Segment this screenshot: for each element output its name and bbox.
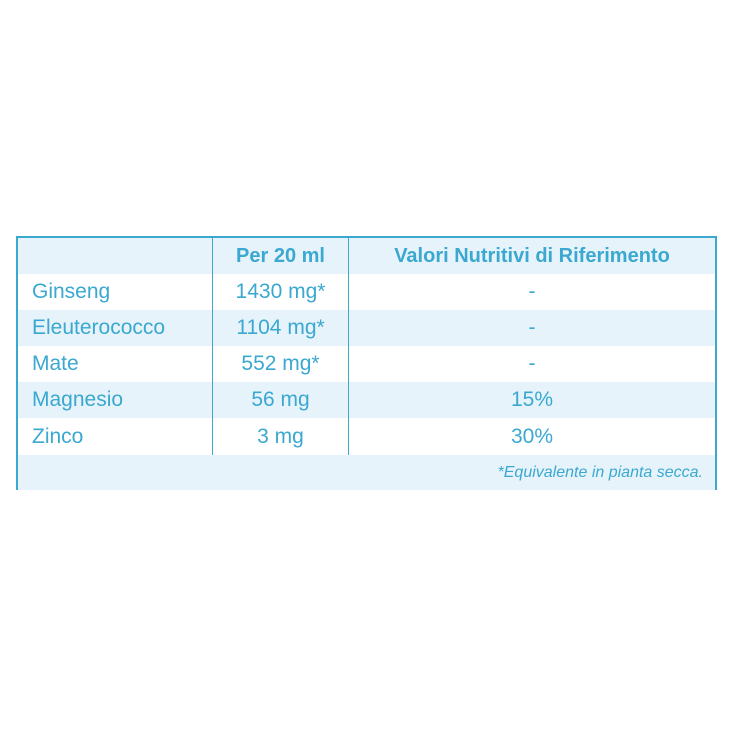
ingredient-reference: - <box>348 310 715 346</box>
ingredient-name: Mate <box>32 352 79 375</box>
ingredient-amount: 3 mg <box>212 418 348 455</box>
table-row: Eleuterococco 1104 mg* - <box>18 310 715 346</box>
footnote-text: *Equivalente in pianta secca. <box>497 463 703 481</box>
ingredient-amount: 1104 mg* <box>212 310 348 346</box>
ingredient-name: Zinco <box>32 424 84 448</box>
header-reference-values: Valori Nutritivi di Riferimento <box>348 238 715 274</box>
ingredient-reference: - <box>348 274 715 310</box>
header-empty-cell <box>18 238 212 274</box>
header-per-20ml: Per 20 ml <box>212 238 348 274</box>
ingredient-name: Magnesio <box>32 388 124 411</box>
table-header-row: Per 20 ml Valori Nutritivi di Riferiment… <box>18 238 715 274</box>
table-row: Mate 552 mg* - <box>18 346 715 382</box>
ingredient-name: Eleuterococco <box>32 316 166 339</box>
ingredient-amount: 552 mg* <box>212 346 348 382</box>
ingredient-amount: 1430 mg* <box>212 274 348 310</box>
table-footnote: *Equivalente in pianta secca. <box>18 455 715 490</box>
ingredient-reference: 30% <box>348 418 715 455</box>
table-row: Zinco 3 mg 30% <box>18 418 715 455</box>
ingredient-amount: 56 mg <box>212 382 348 418</box>
table-row: Magnesio 56 mg 15% <box>18 382 715 418</box>
nutrition-table: Per 20 ml Valori Nutritivi di Riferiment… <box>16 236 717 490</box>
ingredient-reference: 15% <box>348 382 715 418</box>
table-row: Ginseng 1430 mg* - <box>18 274 715 310</box>
ingredient-reference: - <box>348 346 715 382</box>
ingredient-name: Ginseng <box>32 280 111 303</box>
